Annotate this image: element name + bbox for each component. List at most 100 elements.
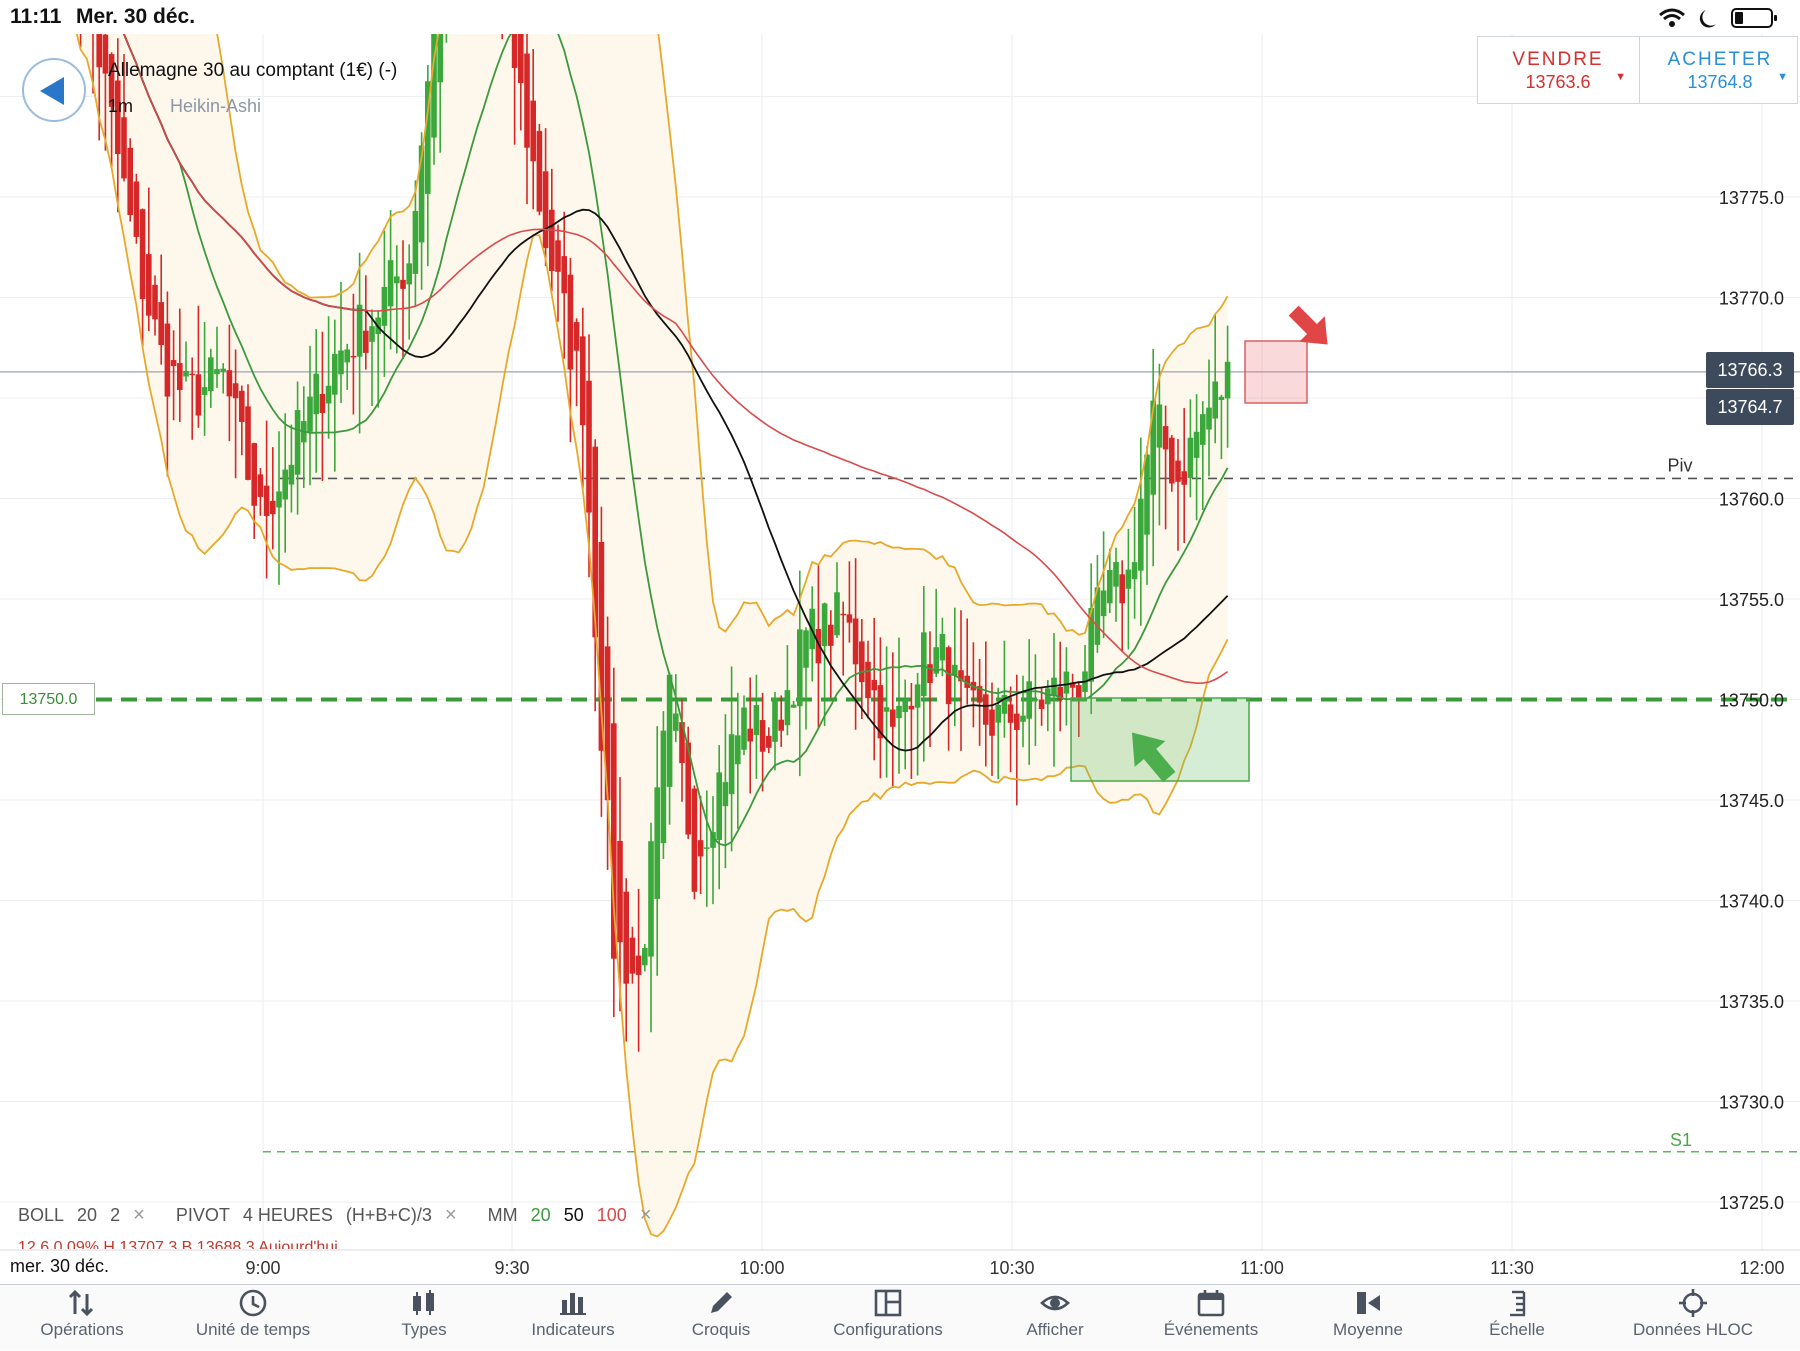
candle-body: [685, 742, 691, 835]
tab-données-hloc[interactable]: Données HLOC: [1613, 1285, 1773, 1351]
buy-button[interactable]: ACHETER 13764.8 ▼: [1640, 37, 1800, 103]
candle-body: [747, 728, 753, 742]
support-level-tag[interactable]: 13750.0: [2, 683, 95, 715]
candle-body: [933, 647, 939, 674]
buy-label: ACHETER: [1667, 49, 1773, 70]
candle-body: [1026, 681, 1032, 719]
candle-body: [239, 390, 245, 422]
candle-body: [691, 788, 698, 892]
candle-body: [840, 613, 846, 616]
candle-body: [276, 491, 282, 508]
candle-body: [195, 374, 202, 416]
tab-opérations[interactable]: Opérations: [2, 1285, 162, 1351]
bollinger-band-fill: [76, 34, 1228, 1237]
candle-body: [567, 274, 574, 370]
candle-body: [1144, 454, 1150, 535]
candle-body: [1181, 471, 1187, 485]
boll-name[interactable]: BOLL: [18, 1205, 65, 1225]
tab-configurations[interactable]: Configurations: [808, 1285, 968, 1351]
candle-body: [964, 675, 970, 688]
candle-body: [1063, 671, 1070, 694]
y-tick-label: 13775.0: [1719, 188, 1784, 208]
candle-body: [406, 263, 412, 285]
candle-body: [1150, 400, 1156, 495]
tab-croquis[interactable]: Croquis: [641, 1285, 801, 1351]
remove-mm-icon[interactable]: ×: [639, 1204, 652, 1226]
candle-body: [815, 628, 822, 664]
candle-body: [164, 323, 171, 397]
mm-name[interactable]: MM: [487, 1205, 518, 1225]
candle-body: [511, 34, 518, 68]
indicator-legend: BOLL 20 2 × PIVOT 4 HEURES (H+B+C)/3 × M…: [18, 1204, 678, 1227]
candle-body: [319, 393, 326, 413]
candle-body: [1100, 590, 1107, 617]
candle-body: [666, 674, 673, 787]
candle-body: [945, 647, 952, 705]
tab-label: Unité de temps: [195, 1320, 311, 1339]
y-tick-label: 13755.0: [1719, 590, 1784, 610]
candle-body: [257, 474, 264, 497]
clock-icon: [173, 1285, 333, 1321]
candle-body: [307, 396, 313, 432]
candle-body: [1088, 607, 1094, 682]
candle-body: [679, 722, 685, 764]
candle-body: [995, 704, 1001, 723]
candle-body: [1038, 699, 1045, 710]
candle-body: [356, 304, 363, 357]
eye-icon: [975, 1285, 1135, 1321]
candle-body: [1094, 587, 1101, 645]
candle-body: [518, 34, 524, 84]
candle-body: [363, 330, 369, 353]
bars-icon: [493, 1285, 653, 1321]
trade-box: VENDRE 13763.6 ▼ ACHETER 13764.8 ▼: [1477, 36, 1798, 104]
tab-moyenne[interactable]: Moyenne: [1288, 1285, 1448, 1351]
pencil-icon: [641, 1285, 801, 1321]
candle-body: [121, 117, 127, 179]
sell-price: 13763.6: [1525, 72, 1591, 92]
tab-événements[interactable]: Événements: [1131, 1285, 1291, 1351]
candle-body: [952, 664, 958, 676]
price-chart[interactable]: 13775.0 13770.0 13760.0 13755.0 13750.0 13745…: [0, 34, 1800, 1284]
pivot-label: Piv: [1667, 455, 1692, 475]
layout-icon: [808, 1285, 968, 1321]
candle-body: [214, 369, 220, 375]
candle-body: [573, 322, 580, 351]
candle-body: [1156, 404, 1163, 448]
candle-body: [282, 469, 288, 500]
candle-body: [183, 370, 189, 377]
bid-price-tag: 13764.7: [1706, 389, 1794, 425]
candle-body: [976, 686, 983, 703]
tab-label: Afficher: [1026, 1320, 1084, 1339]
candle-body: [1076, 685, 1082, 699]
tab-indicateurs[interactable]: Indicateurs: [493, 1285, 653, 1351]
candle-body: [394, 276, 400, 284]
tab-échelle[interactable]: Échelle: [1437, 1285, 1597, 1351]
candle-body: [437, 34, 443, 83]
tab-unité-de-temps[interactable]: Unité de temps: [173, 1285, 333, 1351]
candle-body: [1020, 715, 1026, 722]
candle-body: [332, 353, 338, 395]
tab-label: Données HLOC: [1632, 1320, 1753, 1339]
x-tick-label: 10:00: [739, 1258, 784, 1278]
s1-label: S1: [1670, 1130, 1692, 1150]
timeframe-label[interactable]: 1m: [108, 96, 134, 116]
back-button[interactable]: [22, 58, 86, 122]
remove-boll-icon[interactable]: ×: [133, 1204, 145, 1226]
tab-afficher[interactable]: Afficher: [975, 1285, 1135, 1351]
x-tick-label: 12:00: [1739, 1258, 1784, 1278]
chart-area[interactable]: 13775.0 13770.0 13760.0 13755.0 13750.0 13745…: [0, 34, 1800, 1284]
candle-body: [859, 641, 865, 683]
remove-pivot-icon[interactable]: ×: [444, 1204, 457, 1226]
candle-body: [152, 284, 158, 320]
candle-body: [1218, 396, 1225, 401]
tab-types[interactable]: Types: [344, 1285, 504, 1351]
sell-button[interactable]: VENDRE 13763.6 ▼: [1478, 37, 1638, 103]
chart-type-label[interactable]: Heikin-Ashi: [170, 96, 262, 116]
boll-dev: 2: [110, 1205, 121, 1225]
tab-label: Événements: [1163, 1320, 1259, 1339]
y-tick-label: 13760.0: [1719, 490, 1784, 510]
pivot-name[interactable]: PIVOT: [175, 1205, 230, 1225]
status-icons: [1659, 8, 1777, 28]
candle-body: [108, 54, 115, 107]
candle-body: [697, 840, 704, 857]
